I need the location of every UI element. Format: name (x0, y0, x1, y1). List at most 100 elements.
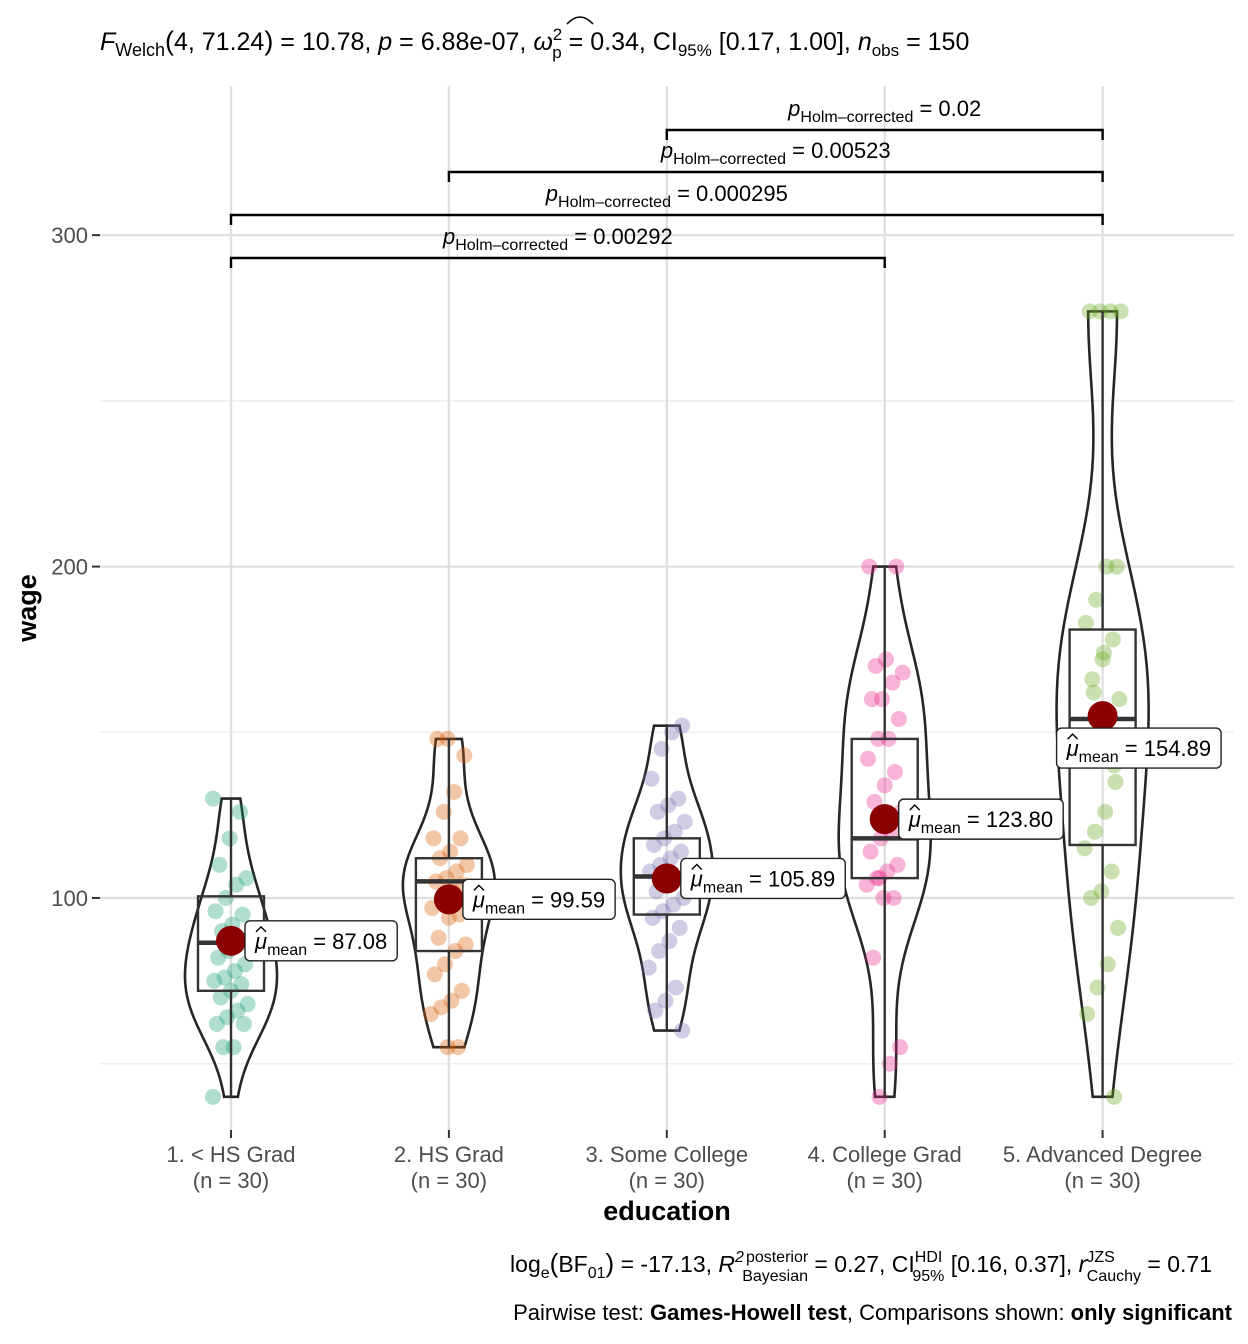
x-tick-count: (n = 30) (411, 1168, 487, 1193)
data-point (437, 956, 454, 973)
data-point (1104, 631, 1121, 648)
data-point (875, 890, 892, 906)
data-point (448, 863, 465, 880)
data-point (858, 876, 875, 893)
data-point (892, 1039, 909, 1056)
x-tick-count: (n = 30) (193, 1168, 269, 1193)
data-point (1083, 890, 1100, 906)
bayes-stats: loge(BF01) = -17.13, R2 posterior Bayesian… (510, 1248, 1212, 1285)
data-point (238, 870, 255, 887)
mean-label: μmean = 123.80 (898, 798, 1064, 840)
data-point (1081, 303, 1098, 320)
data-point (657, 992, 674, 1009)
data-point (888, 558, 905, 575)
data-point (672, 843, 689, 860)
data-point (662, 850, 679, 867)
data-point (449, 1039, 466, 1056)
data-point (233, 976, 250, 993)
mean-layer: μmean = 87.08 μmean = 99.59 μmean = 105.89… (216, 701, 1222, 962)
data-point (234, 906, 251, 923)
data-point (1106, 1088, 1123, 1105)
data-point (205, 790, 221, 807)
y-axis-title: wage (12, 574, 42, 643)
data-point (1110, 919, 1127, 936)
data-point (440, 909, 457, 926)
comparison-bracket (447, 170, 1104, 182)
mean-marker (216, 925, 246, 956)
x-tick-label: 2. HS Grad (394, 1142, 504, 1167)
data-point (1111, 691, 1128, 708)
data-point (1108, 558, 1125, 575)
violin-outline (1055, 310, 1150, 1099)
data-point (667, 979, 684, 996)
data-point (660, 797, 677, 814)
mean-label-box (1055, 727, 1222, 769)
data-point (876, 777, 893, 794)
data-point (861, 558, 878, 575)
hat-icon (691, 863, 703, 870)
mean-marker (1087, 701, 1118, 732)
data-point (443, 992, 460, 1009)
data-point (1102, 303, 1119, 320)
mean-marker (869, 804, 900, 835)
data-point (216, 969, 233, 986)
data-point (645, 836, 662, 853)
y-tick-label: 100 (51, 886, 88, 911)
mean-label-text: μmean = 105.89 (690, 866, 835, 896)
data-point (225, 1039, 242, 1056)
data-point (229, 1002, 246, 1019)
data-point (207, 903, 224, 920)
comparison-brackets: pHolm–corrected = 0.02 pHolm–corrected = … (229, 96, 1104, 268)
data-point (886, 764, 903, 781)
comparison-bracket (665, 128, 1104, 140)
caption: Pairwise test: Games-Howell test, Compar… (513, 1300, 1233, 1325)
data-point (205, 1088, 221, 1105)
mean-label: μmean = 99.59 (462, 878, 616, 921)
data-point (226, 962, 243, 979)
data-point (674, 717, 691, 734)
x-axis-title: education (603, 1196, 731, 1226)
hat-icon (255, 925, 267, 933)
data-point (453, 982, 470, 999)
data-point (429, 730, 446, 747)
mean-marker (433, 884, 464, 915)
data-point (671, 919, 688, 936)
x-tick-label: 5. Advanced Degree (1003, 1142, 1202, 1167)
data-point (884, 674, 901, 691)
data-point (221, 830, 238, 847)
violin-outline (183, 797, 279, 1099)
x-tick-count: (n = 30) (1064, 1168, 1140, 1193)
comparison-label: pHolm–corrected = 0.00292 (442, 224, 673, 254)
y-tick-label: 300 (51, 223, 88, 248)
data-point (1107, 774, 1124, 790)
mean-label-box (898, 798, 1064, 840)
data-point (1084, 671, 1101, 688)
y-tick-label: 200 (51, 555, 88, 580)
data-point (874, 691, 891, 708)
data-point (208, 1015, 225, 1032)
data-point (442, 843, 459, 860)
data-point (640, 959, 657, 976)
data-point (1097, 803, 1114, 820)
data-point (889, 856, 906, 873)
data-point (859, 750, 876, 767)
data-point (422, 1006, 439, 1022)
data-point (206, 972, 223, 989)
violin-outline (837, 565, 933, 1099)
data-point (456, 747, 473, 764)
data-point (877, 651, 894, 668)
data-point (670, 790, 687, 807)
x-tick-label: 4. College Grad (808, 1142, 962, 1167)
mean-label-text: μmean = 99.59 (472, 887, 605, 917)
comparison-bracket (229, 256, 886, 268)
data-point (885, 890, 902, 906)
comparison-bracket (229, 213, 1104, 225)
data-point (674, 1022, 691, 1039)
data-point (879, 863, 896, 880)
comparison-label: pHolm–corrected = 0.02 (787, 96, 981, 126)
data-point (439, 1039, 456, 1056)
mean-label-box (680, 857, 846, 900)
data-point (890, 711, 907, 728)
violin-layer (183, 310, 1150, 1099)
data-point (1086, 823, 1103, 840)
